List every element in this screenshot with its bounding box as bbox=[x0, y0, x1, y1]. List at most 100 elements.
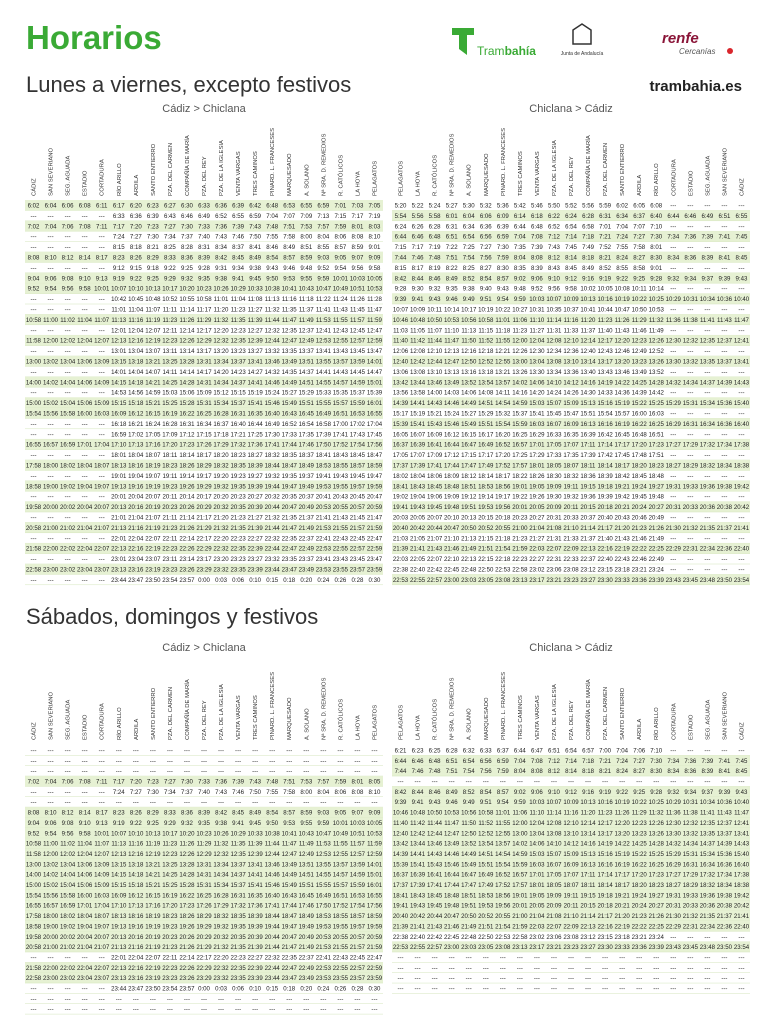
time-cell: 12:35 bbox=[700, 338, 716, 345]
time-cell: 22:46 bbox=[632, 556, 648, 563]
time-cell: 8:45 bbox=[565, 265, 577, 272]
time-cell: --- bbox=[687, 779, 693, 786]
time-cell: 11:04 bbox=[77, 317, 92, 324]
time-cell: 9:19 bbox=[113, 275, 125, 282]
time-cell: 21:53 bbox=[316, 944, 332, 951]
time-cell: 13:08 bbox=[546, 830, 562, 837]
time-cell: 9:35 bbox=[198, 275, 210, 282]
time-cell: 6:06 bbox=[480, 213, 492, 220]
time-cell: --- bbox=[721, 390, 727, 397]
time-cell: --- bbox=[483, 986, 489, 993]
stop-name: PELAGATOS bbox=[399, 161, 405, 196]
time-cell: 13:25 bbox=[162, 861, 178, 868]
time-cell: 19:26 bbox=[179, 483, 195, 490]
time-cell: --- bbox=[99, 244, 105, 251]
time-cell: 12:44 bbox=[265, 338, 281, 345]
time-cell: 22:09 bbox=[563, 923, 579, 930]
time-cell: 22:17 bbox=[196, 954, 212, 961]
time-cell: --- bbox=[551, 954, 557, 961]
time-cell: --- bbox=[449, 965, 455, 972]
time-cell: 17:52 bbox=[333, 442, 349, 449]
time-cell: --- bbox=[721, 779, 727, 786]
time-cell: 8:46 bbox=[429, 275, 441, 282]
time-cell: 22:43 bbox=[333, 535, 349, 542]
time-cell: 15:39 bbox=[367, 390, 383, 397]
time-cell: 19:16 bbox=[128, 923, 144, 930]
time-cell: --- bbox=[235, 758, 241, 765]
time-cell: 17:45 bbox=[615, 452, 631, 459]
time-cell: 9:19 bbox=[599, 275, 611, 282]
time-cell: 9:59 bbox=[514, 296, 526, 303]
time-cell: 20:21 bbox=[615, 504, 631, 511]
time-cell: 11:47 bbox=[444, 820, 459, 827]
time-cell: 6:48 bbox=[429, 758, 441, 765]
time-cell: 16:13 bbox=[580, 421, 596, 428]
time-cell: 20:44 bbox=[427, 913, 443, 920]
time-cell: --- bbox=[99, 954, 105, 961]
time-cell: --- bbox=[218, 996, 224, 1003]
time-cell: 13:59 bbox=[350, 861, 366, 868]
time-cell: --- bbox=[201, 768, 207, 775]
time-cell: 17:46 bbox=[299, 903, 315, 910]
time-cell: 19:42 bbox=[734, 483, 750, 490]
row-highlight bbox=[25, 869, 383, 880]
time-cell: --- bbox=[687, 965, 693, 972]
time-cell: --- bbox=[48, 799, 54, 806]
time-cell: 22:36 bbox=[717, 546, 733, 553]
time-cell: 0:10 bbox=[249, 577, 261, 584]
time-cell: --- bbox=[65, 473, 71, 480]
time-cell: 19:29 bbox=[196, 483, 212, 490]
stop-name: Nª SRA. D. REMEDIOS bbox=[449, 678, 456, 740]
time-cell: 19:09 bbox=[444, 494, 460, 501]
time-cell: 12:23 bbox=[632, 338, 648, 345]
time-cell: 11:43 bbox=[717, 810, 732, 817]
time-cell: --- bbox=[252, 799, 258, 806]
stop-name: ARDILA bbox=[134, 719, 140, 740]
time-cell: --- bbox=[670, 965, 676, 972]
time-cell: 11:00 bbox=[43, 841, 58, 848]
time-cell: 20:58 bbox=[26, 944, 42, 951]
time-cell: 15:02 bbox=[43, 882, 59, 889]
time-cell: --- bbox=[82, 327, 88, 334]
time-cell: 16:55 bbox=[26, 903, 42, 910]
time-cell: 23:00 bbox=[444, 944, 460, 951]
time-cell: 18:48 bbox=[649, 473, 665, 480]
time-cell: --- bbox=[738, 556, 744, 563]
time-cell: --- bbox=[738, 934, 744, 941]
time-cell: --- bbox=[371, 758, 377, 765]
time-cell: --- bbox=[201, 1006, 207, 1013]
time-cell: 16:44 bbox=[444, 442, 460, 449]
time-cell: 7:24 bbox=[113, 234, 125, 241]
time-cell: 12:40 bbox=[393, 358, 409, 365]
time-cell: 12:55 bbox=[333, 338, 349, 345]
time-cell: 13:00 bbox=[26, 861, 42, 868]
time-cell: 18:35 bbox=[230, 462, 246, 469]
time-cell: 7:04 bbox=[616, 223, 628, 230]
time-cell: 7:27 bbox=[164, 779, 176, 786]
time-cell: 18:41 bbox=[393, 483, 409, 490]
time-cell: 13:30 bbox=[666, 830, 682, 837]
section-title: Sábados, domingos y festivos bbox=[26, 604, 318, 629]
time-cell: --- bbox=[670, 934, 676, 941]
time-cell: 21:30 bbox=[666, 525, 682, 532]
time-cell: 23:23 bbox=[563, 577, 579, 584]
time-cell: 17:21 bbox=[230, 431, 246, 438]
time-cell: 12:44 bbox=[427, 358, 443, 365]
time-cell: 9:51 bbox=[480, 296, 492, 303]
time-cell: 14:37 bbox=[230, 379, 246, 386]
stop-name: SAN SEVERIANO bbox=[49, 147, 55, 196]
time-cell: 22:29 bbox=[196, 965, 212, 972]
time-cell: 15:15 bbox=[111, 882, 127, 889]
time-cell: --- bbox=[721, 494, 727, 501]
time-cell: 8:24 bbox=[616, 254, 628, 261]
time-cell: --- bbox=[201, 996, 207, 1003]
time-cell: 22:19 bbox=[145, 546, 161, 553]
row-highlight bbox=[392, 272, 750, 284]
time-cell: 12:52 bbox=[478, 358, 494, 365]
time-cell: --- bbox=[354, 747, 360, 754]
time-cell: 21:59 bbox=[367, 944, 383, 951]
time-cell: 16:55 bbox=[26, 442, 42, 449]
time-cell: 22:20 bbox=[213, 535, 229, 542]
time-cell: 12:00 bbox=[43, 851, 59, 858]
time-cell: 10:53 bbox=[649, 306, 665, 313]
